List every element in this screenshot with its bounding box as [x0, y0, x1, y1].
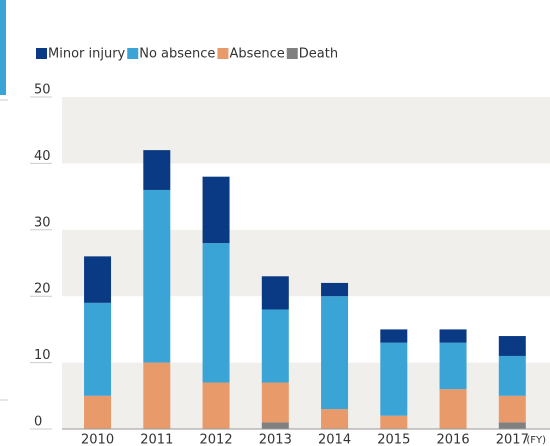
bar-segment	[380, 342, 408, 416]
bar-segment	[439, 342, 467, 390]
bar-segment	[143, 362, 171, 429]
bar-segment	[202, 176, 230, 244]
y-tick-label: 20	[34, 282, 51, 297]
bar-segment	[498, 336, 526, 356]
side-accent	[0, 0, 6, 95]
legend-label: No absence	[139, 47, 215, 62]
bar-segment	[84, 256, 112, 303]
bar-segment	[261, 422, 289, 429]
legend-swatch	[36, 48, 47, 59]
y-tick-label: 10	[34, 348, 51, 363]
bar-segment	[321, 409, 349, 429]
x-tick-label: 2011	[140, 433, 173, 446]
grid-band	[62, 229, 550, 297]
grid-band	[62, 362, 550, 429]
legend-swatch	[286, 48, 298, 59]
bar-segment	[84, 395, 112, 429]
bar-segment	[261, 309, 289, 383]
y-tick-label: 50	[34, 83, 51, 98]
bar-segment	[84, 302, 112, 396]
x-tick-label: 2010	[81, 433, 114, 446]
x-tick-label: 2015	[377, 433, 410, 446]
bar-segment	[439, 329, 467, 343]
bar-segment	[498, 355, 526, 396]
x-tick-label: 2014	[318, 433, 351, 446]
bar-segment	[380, 329, 408, 343]
bar-segment	[380, 415, 408, 429]
grid-band	[62, 97, 550, 164]
bar-segment	[261, 382, 289, 423]
bar-segment	[143, 189, 171, 363]
bar-segment	[202, 243, 230, 383]
legend-label: Absence	[229, 47, 284, 62]
legend-label: Death	[299, 47, 338, 62]
bar-segment	[202, 382, 230, 429]
x-tick-label: 2016	[437, 433, 470, 446]
x-tick-label: 2012	[200, 433, 233, 446]
x-tick-label: 2013	[259, 433, 292, 446]
bar-segment	[143, 150, 171, 190]
legend-label: Minor injury	[48, 47, 126, 62]
y-tick-label: 0	[34, 415, 42, 430]
bar-segment	[261, 276, 289, 310]
x-tick-label: 2017	[496, 433, 529, 446]
legend-swatch	[217, 48, 229, 59]
y-tick-label: 40	[34, 149, 51, 164]
y-tick-label: 30	[34, 215, 51, 230]
legend-swatch	[127, 48, 139, 59]
bar-segment	[321, 282, 349, 297]
bar-segment	[321, 296, 349, 410]
bar-segment	[498, 422, 526, 429]
bar-segment	[498, 395, 526, 423]
bar-segment	[439, 389, 467, 429]
x-unit-label: (FY)	[526, 435, 546, 446]
